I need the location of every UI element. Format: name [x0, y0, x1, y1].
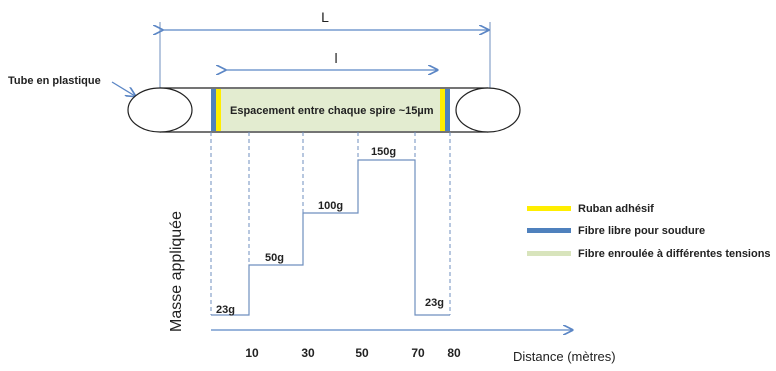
- tick-label-10: 10: [245, 346, 259, 360]
- tick-label-70: 70: [411, 346, 425, 360]
- step-label-5: 23g: [425, 297, 444, 309]
- dim-L-label: L: [321, 9, 329, 25]
- step-label-3: 100g: [318, 200, 343, 212]
- step-label-2: 50g: [265, 252, 284, 264]
- y-axis-label: Masse appliquée: [168, 211, 185, 332]
- mass-step-profile: [211, 159, 450, 316]
- legend: Ruban adhésif Fibre libre pour soudure F…: [527, 203, 771, 260]
- x-axis-label: Distance (mètres): [513, 349, 616, 364]
- left-spool-end: [127, 87, 193, 133]
- fiber-winding-region: [211, 89, 450, 131]
- legend-swatch-wound-fiber: [527, 251, 571, 256]
- tube-label: Tube en plastique: [8, 75, 101, 87]
- spool-label: Espacement entre chaque spire ~15µm: [230, 105, 434, 117]
- step-label-4: 150g: [371, 146, 396, 158]
- tape-left: [216, 89, 221, 131]
- legend-label-free-fiber: Fibre libre pour soudure: [578, 225, 705, 237]
- legend-label-tape: Ruban adhésif: [578, 203, 654, 215]
- tape-right: [440, 89, 445, 131]
- legend-swatch-free-fiber: [527, 228, 571, 233]
- dim-l-label: l: [334, 50, 337, 66]
- tick-label-30: 30: [301, 346, 315, 360]
- dashed-guides: [210, 132, 451, 315]
- tick-label-80: 80: [447, 346, 461, 360]
- right-spool-end: [455, 87, 521, 133]
- legend-swatch-tape: [527, 206, 571, 211]
- legend-label-wound-fiber: Fibre enroulée à différentes tensions: [578, 248, 771, 260]
- tick-label-50: 50: [355, 346, 369, 360]
- free-fiber-right: [445, 89, 450, 131]
- tube-pointer: [111, 81, 135, 96]
- free-fiber-left: [211, 89, 216, 131]
- step-label-1: 23g: [216, 304, 235, 316]
